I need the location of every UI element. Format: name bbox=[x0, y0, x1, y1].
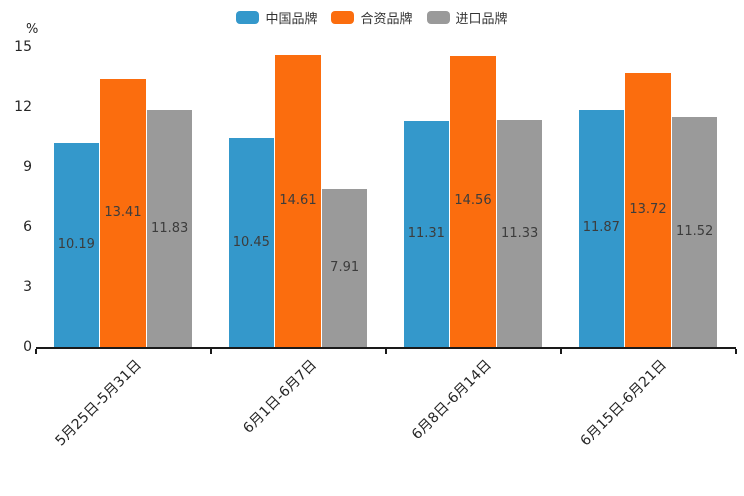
bar-中国品牌-6月8日-6月14日 bbox=[403, 120, 450, 347]
y-tick-label: 0 bbox=[23, 339, 32, 355]
bar-中国品牌-6月1日-6月7日 bbox=[228, 138, 275, 347]
x-category-label: 5月25日-5月31日 bbox=[52, 357, 145, 450]
bar-value-label: 11.31 bbox=[407, 225, 445, 241]
bar-value-label: 10.19 bbox=[57, 237, 95, 253]
bar-value-label: 10.45 bbox=[232, 234, 270, 250]
bar-合资品牌-6月8日-6月14日 bbox=[450, 55, 496, 347]
legend-item-0: 中国品牌 bbox=[236, 8, 317, 27]
bar-value-label: 11.83 bbox=[151, 220, 189, 236]
bar-value-label: 11.33 bbox=[501, 225, 539, 241]
bar-中国品牌-6月15日-6月21日 bbox=[578, 109, 625, 347]
bar-进口品牌-6月8日-6月14日 bbox=[496, 120, 543, 347]
y-tick-label: 3 bbox=[23, 279, 32, 295]
legend-label: 中国品牌 bbox=[265, 11, 318, 27]
bar-进口品牌-6月15日-6月21日 bbox=[671, 116, 718, 347]
y-axis-unit-label: % bbox=[26, 22, 39, 37]
y-tick-label: 9 bbox=[23, 159, 32, 175]
bar-进口品牌-6月1日-6月7日 bbox=[321, 188, 368, 347]
x-axis-tick bbox=[385, 349, 387, 354]
bar-value-label: 14.56 bbox=[454, 193, 492, 209]
x-axis-line bbox=[36, 347, 736, 349]
bar-value-label: 11.52 bbox=[676, 223, 714, 239]
x-axis-tick bbox=[210, 349, 212, 354]
bar-进口品牌-5月25日-5月31日 bbox=[146, 110, 193, 347]
y-tick-label: 12 bbox=[14, 99, 32, 115]
y-tick-label: 6 bbox=[23, 219, 32, 235]
x-axis-tick bbox=[35, 349, 37, 354]
bar-合资品牌-5月25日-5月31日 bbox=[100, 78, 146, 347]
legend: 中国品牌 合资品牌 进口品牌 bbox=[0, 6, 744, 28]
bar-合资品牌-6月1日-6月7日 bbox=[275, 54, 321, 347]
legend-swatch-icon bbox=[236, 10, 260, 24]
bar-value-label: 13.72 bbox=[629, 201, 667, 217]
bar-value-label: 13.41 bbox=[104, 204, 142, 220]
x-category-label: 6月8日-6月14日 bbox=[408, 357, 495, 443]
legend-item-1: 合资品牌 bbox=[331, 8, 413, 27]
bar-中国品牌-5月25日-5月31日 bbox=[53, 143, 100, 347]
x-category-label: 6月1日-6月7日 bbox=[240, 357, 320, 437]
legend-label: 合资品牌 bbox=[360, 11, 413, 27]
x-category-label: 6月15日-6月21日 bbox=[577, 357, 670, 450]
legend-label: 进口品牌 bbox=[455, 11, 508, 27]
legend-swatch-icon bbox=[331, 10, 355, 24]
bar-合资品牌-6月15日-6月21日 bbox=[625, 72, 671, 347]
bar-value-label: 11.87 bbox=[582, 220, 620, 236]
bar-value-label: 14.61 bbox=[279, 192, 317, 208]
legend-item-2: 进口品牌 bbox=[426, 8, 508, 27]
y-tick-label: 15 bbox=[14, 39, 32, 55]
bar-value-label: 7.91 bbox=[330, 259, 360, 275]
x-axis-tick bbox=[735, 349, 737, 354]
x-axis-tick bbox=[560, 349, 562, 354]
legend-swatch-icon bbox=[426, 10, 450, 24]
